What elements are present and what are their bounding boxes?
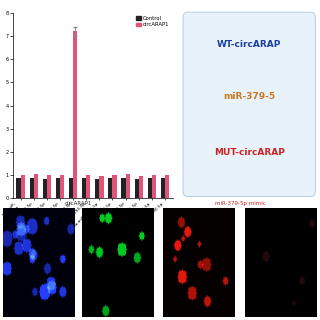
Legend: Control, circARAP1: Control, circARAP1 <box>135 15 170 28</box>
FancyBboxPatch shape <box>183 12 316 196</box>
Bar <box>56 178 60 198</box>
Bar <box>21 175 25 198</box>
Text: miR-379-5: miR-379-5 <box>223 92 275 101</box>
Text: C: C <box>176 0 186 3</box>
Bar <box>161 178 165 198</box>
Bar <box>82 178 86 198</box>
Bar <box>95 179 99 198</box>
Bar <box>47 175 51 198</box>
Bar <box>73 31 77 198</box>
Bar <box>134 179 139 198</box>
Bar <box>43 179 47 198</box>
Text: MUT-circARAP: MUT-circARAP <box>214 148 285 157</box>
Bar <box>29 178 34 198</box>
Bar <box>139 176 143 198</box>
Bar <box>60 175 64 198</box>
Bar <box>121 178 125 198</box>
Bar <box>112 175 117 198</box>
Bar <box>125 174 130 198</box>
Bar <box>34 174 38 198</box>
Bar <box>99 176 104 198</box>
Text: WT-circARAP: WT-circARAP <box>217 40 281 49</box>
Bar <box>16 178 21 198</box>
Text: miR-379-5p mimic: miR-379-5p mimic <box>215 201 265 206</box>
Bar <box>148 178 152 198</box>
Bar <box>86 175 91 198</box>
Bar <box>152 175 156 198</box>
Bar <box>165 175 169 198</box>
Bar <box>69 178 73 198</box>
Text: circARAP1: circARAP1 <box>65 201 92 206</box>
Bar <box>108 178 112 198</box>
